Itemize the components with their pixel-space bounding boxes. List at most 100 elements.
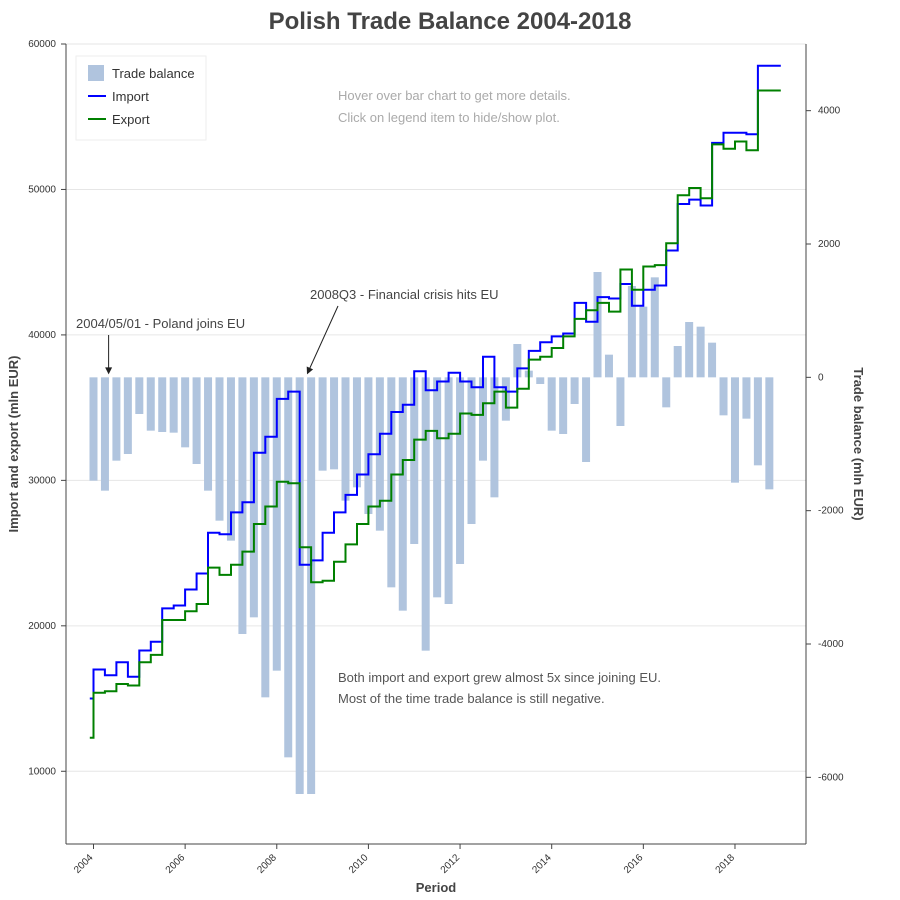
trade-balance-bar[interactable] <box>100 377 109 491</box>
legend-item-export[interactable]: Export <box>88 112 150 127</box>
annotation-crisis-arrowhead <box>306 366 314 375</box>
chart-title: Polish Trade Balance 2004-2018 <box>268 8 632 35</box>
legend-item-import[interactable]: Import <box>88 89 149 104</box>
trade-balance-bar[interactable] <box>593 272 602 378</box>
annotation-eu-join-label: 2004/05/01 - Poland joins EU <box>76 316 245 331</box>
trade-balance-bar[interactable] <box>696 326 705 378</box>
trade-balance-bar[interactable] <box>570 377 579 404</box>
x-tick-label-2010: 2010 <box>347 852 371 876</box>
trade-balance-bar[interactable] <box>639 306 648 378</box>
trade-balance-bar[interactable] <box>467 377 476 524</box>
trade-balance-bar[interactable] <box>753 377 762 466</box>
right-axis-title: Trade balance (mln EUR) <box>851 367 866 520</box>
trade-balance-bar[interactable] <box>352 377 361 488</box>
annotation-crisis-label: 2008Q3 - Financial crisis hits EU <box>310 287 499 302</box>
left-tick-label-60000: 60000 <box>28 39 56 50</box>
trade-balance-bar[interactable] <box>123 377 132 454</box>
x-tick-label-2018: 2018 <box>714 852 738 876</box>
legend[interactable]: Trade balance Import Export <box>75 55 207 141</box>
annotation-arrows <box>105 305 339 375</box>
hint-text-legend: Click on legend item to hide/show plot. <box>338 110 560 125</box>
trade-balance-bar[interactable] <box>135 377 144 414</box>
trade-balance-bar[interactable] <box>307 377 316 794</box>
trade-balance-bar[interactable] <box>444 377 453 604</box>
trade-balance-bar[interactable] <box>708 342 717 378</box>
left-tick-label-10000: 10000 <box>28 766 56 777</box>
trade-balance-bar[interactable] <box>765 377 774 490</box>
trade-balance-bar[interactable] <box>627 286 636 378</box>
trade-balance-bar[interactable] <box>364 377 373 514</box>
trade-balance-bar[interactable] <box>478 377 487 461</box>
x-tick-label-2012: 2012 <box>439 852 463 876</box>
trade-balance-bar[interactable] <box>513 344 522 378</box>
legend-label-import: Import <box>112 89 149 104</box>
annotation-eu-join-arrowhead <box>105 367 113 375</box>
trade-balance-bar[interactable] <box>662 377 671 408</box>
trade-balance-bar[interactable] <box>673 346 682 378</box>
trade-balance-bar[interactable] <box>341 377 350 501</box>
right-tick-label--6000: -6000 <box>818 772 844 783</box>
trade-balance-bar[interactable] <box>272 377 281 671</box>
trade-balance-bar[interactable] <box>456 377 465 564</box>
right-tick-label-0: 0 <box>818 372 824 383</box>
import-step-line[interactable] <box>89 64 781 700</box>
trade-balance-bar[interactable] <box>536 377 545 384</box>
trade-balance-bar[interactable] <box>112 377 121 461</box>
trade-balance-bar[interactable] <box>650 277 659 378</box>
hint-text-hover: Hover over bar chart to get more details… <box>338 88 571 103</box>
trade-balance-bar[interactable] <box>604 354 613 378</box>
trade-balance-bar[interactable] <box>685 322 694 378</box>
trade-balance-bar[interactable] <box>284 377 293 758</box>
trade-balance-bar[interactable] <box>215 377 224 521</box>
right-tick-label--2000: -2000 <box>818 506 844 517</box>
x-tick-label-2008: 2008 <box>255 852 279 876</box>
trade-balance-bar[interactable] <box>719 377 728 416</box>
trade-balance-bar[interactable] <box>181 377 190 448</box>
x-tick-label-2006: 2006 <box>164 852 188 876</box>
trade-balance-bar[interactable] <box>559 377 568 434</box>
export-step-line[interactable] <box>89 89 781 739</box>
left-tick-label-30000: 30000 <box>28 475 56 486</box>
summary-text-growth: Both import and export grew almost 5x si… <box>338 670 661 685</box>
x-tick-label-2014: 2014 <box>530 852 554 876</box>
trade-balance-bar[interactable] <box>330 377 339 470</box>
trade-balance-bar[interactable] <box>318 377 327 471</box>
legend-swatch-trade-balance <box>88 65 104 81</box>
left-axis-title: Import and export (mln EUR) <box>6 356 21 533</box>
trade-balance-bar[interactable] <box>204 377 213 491</box>
axes <box>65 44 807 845</box>
trade-balance-bar[interactable] <box>89 377 98 481</box>
left-tick-label-50000: 50000 <box>28 184 56 195</box>
trade-balance-bar[interactable] <box>169 377 178 433</box>
trade-balance-bar[interactable] <box>433 377 442 598</box>
annotation-crisis-arrow-shaft <box>309 305 339 370</box>
x-axis-title: Period <box>416 880 457 895</box>
left-tick-label-40000: 40000 <box>28 330 56 341</box>
trade-balance-bars[interactable] <box>89 272 774 794</box>
trade-balance-bar[interactable] <box>490 377 499 498</box>
trade-balance-bar[interactable] <box>226 377 235 541</box>
trade-balance-bar[interactable] <box>582 377 591 462</box>
import-export-lines[interactable] <box>89 64 781 739</box>
legend-label-export: Export <box>112 112 150 127</box>
trade-balance-bar[interactable] <box>421 377 430 651</box>
right-tick-label-4000: 4000 <box>818 106 841 117</box>
legend-label-trade-balance: Trade balance <box>112 66 195 81</box>
trade-balance-bar[interactable] <box>295 377 304 794</box>
left-tick-label-20000: 20000 <box>28 621 56 632</box>
trade-balance-bar[interactable] <box>192 377 201 464</box>
x-tick-label-2004: 2004 <box>72 852 96 876</box>
trade-balance-bar[interactable] <box>730 377 739 483</box>
trade-balance-bar[interactable] <box>547 377 556 431</box>
trade-balance-bar[interactable] <box>158 377 167 432</box>
trade-balance-bar[interactable] <box>616 377 625 426</box>
trade-balance-bar[interactable] <box>261 377 270 698</box>
trade-balance-bar[interactable] <box>742 377 751 419</box>
right-tick-label--4000: -4000 <box>818 639 844 650</box>
summary-text-balance: Most of the time trade balance is still … <box>338 691 605 706</box>
right-tick-label-2000: 2000 <box>818 239 841 250</box>
trade-balance-bar[interactable] <box>398 377 407 611</box>
legend-item-trade-balance[interactable]: Trade balance <box>88 65 195 81</box>
trade-balance-bar[interactable] <box>146 377 155 431</box>
